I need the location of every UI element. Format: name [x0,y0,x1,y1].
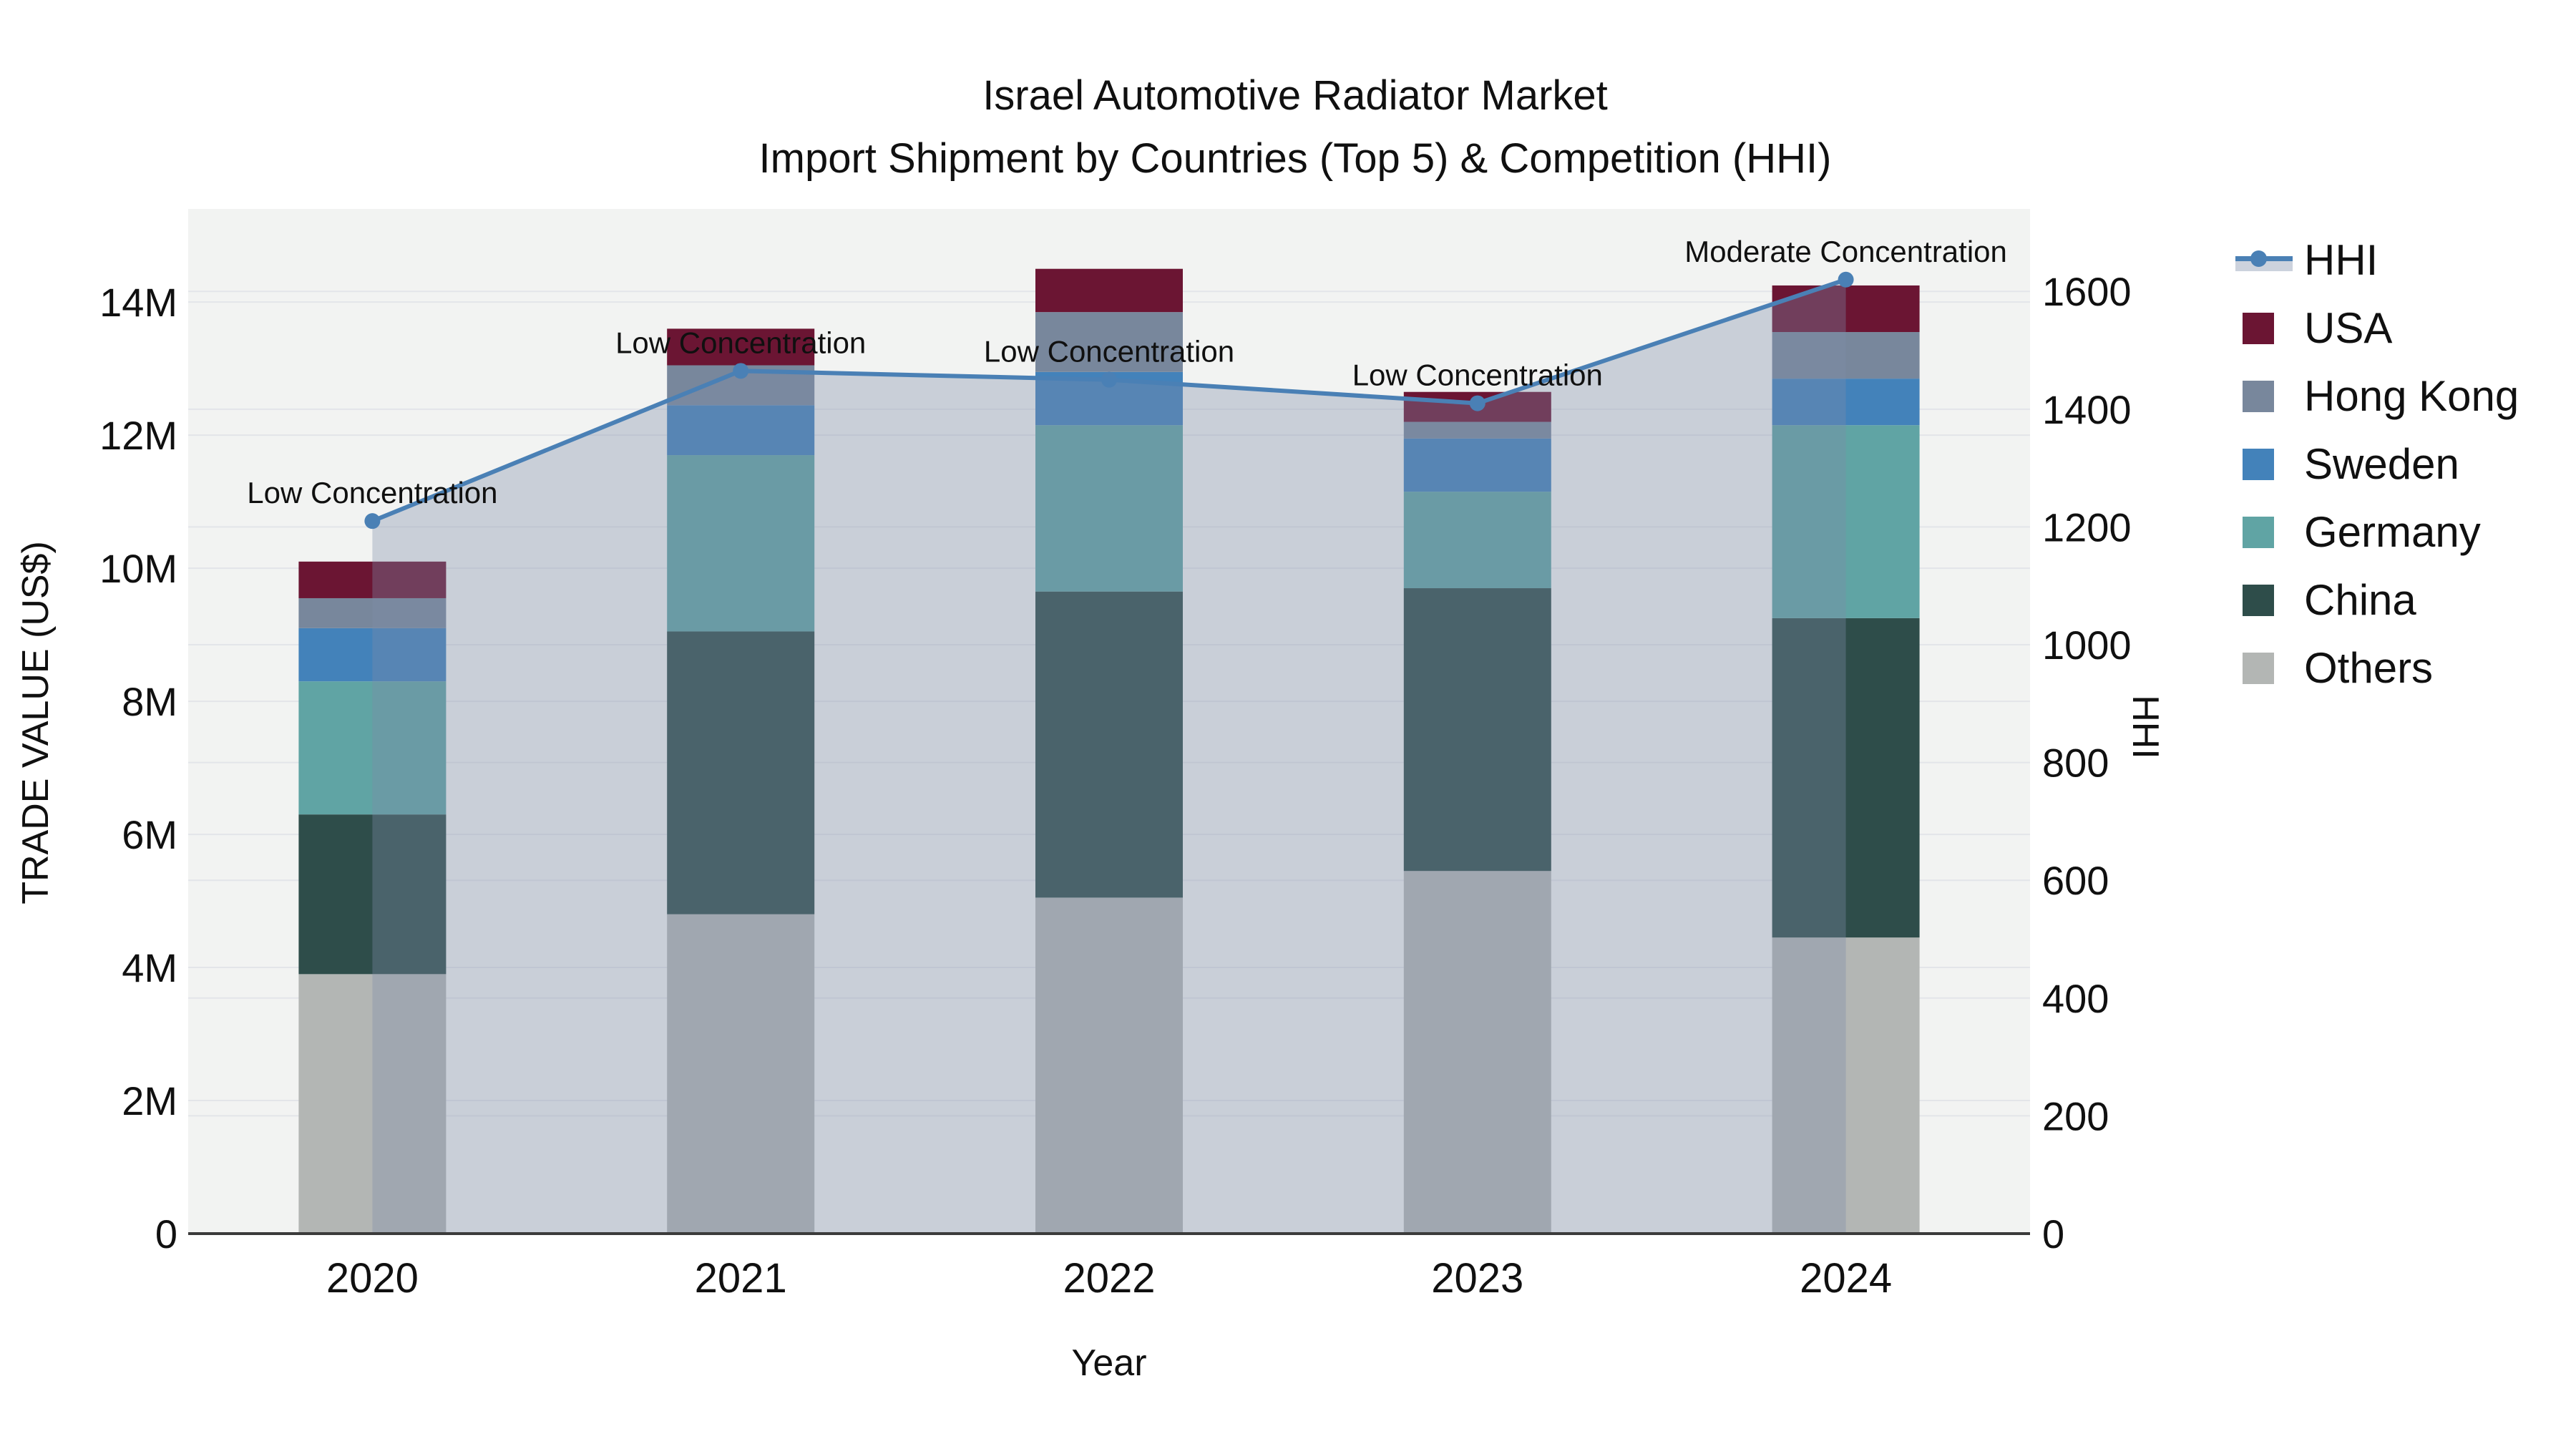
ytick-right-0: 0 [2042,1211,2064,1257]
bar-2021-usa[interactable] [667,328,815,366]
hhi-point-2020[interactable] [364,513,381,530]
ytick-right-1200: 1200 [2042,504,2132,550]
others-color-swatch [2243,652,2274,684]
bar-2021-china[interactable] [667,631,815,914]
ytick-left-14M: 14M [99,280,177,325]
usa-swatch [2235,312,2293,344]
bar-2022-hong-kong[interactable] [1035,312,1183,372]
bar-2023-china[interactable] [1403,588,1551,872]
ytick-left-10M: 10M [99,546,177,591]
legend-label-sweden: Sweden [2304,440,2459,488]
y-axis-title-left: TRADE VALUE (US$) [15,541,57,904]
legend-label-china: China [2304,576,2416,624]
annotation-2020: Low Concentration [247,476,497,509]
annotation-2021: Low Concentration [615,326,866,359]
hhi-marker-sample [2250,250,2267,267]
bar-2022-others[interactable] [1035,897,1183,1234]
bar-2024-china[interactable] [1772,618,1920,938]
ytick-left-0: 0 [155,1211,177,1257]
ytick-right-800: 800 [2042,741,2109,786]
legend-label-others: Others [2304,644,2434,692]
ytick-left-2M: 2M [122,1078,177,1123]
y-axis-title-right: HHI [2124,695,2166,759]
legend-label-germany: Germany [2304,508,2481,556]
hhi-point-2023[interactable] [1469,395,1485,411]
bar-2023-others[interactable] [1403,871,1551,1234]
ytick-left-12M: 12M [99,413,177,458]
bar-2020-germany[interactable] [298,681,447,815]
bar-2020-hong-kong[interactable] [298,597,447,628]
legend-item-hhi[interactable]: HHI [2235,226,2519,294]
bar-2020-usa[interactable] [298,561,447,598]
hhi-point-2021[interactable] [733,363,749,379]
ytick-right-400: 400 [2042,976,2109,1021]
xtick-2023: 2023 [1431,1255,1523,1302]
hong-kong-swatch [2235,380,2293,412]
bar-2020-sweden[interactable] [298,628,447,682]
legend-label-hhi: HHI [2304,236,2379,284]
germany-swatch [2235,516,2293,548]
bar-2021-others[interactable] [667,914,815,1234]
others-swatch [2235,652,2293,684]
xtick-2021: 2021 [695,1255,787,1302]
ytick-left-6M: 6M [122,812,177,857]
china-swatch [2235,584,2293,616]
legend-label-usa: USA [2304,304,2393,352]
bar-2021-sweden[interactable] [667,405,815,456]
legend-item-china[interactable]: China [2235,566,2519,634]
bar-2024-others[interactable] [1772,937,1920,1234]
bar-2023-sweden[interactable] [1403,438,1551,492]
ytick-left-8M: 8M [122,679,177,724]
legend-item-sweden[interactable]: Sweden [2235,430,2519,498]
bar-2023-germany[interactable] [1403,492,1551,589]
legend-item-usa[interactable]: USA [2235,294,2519,362]
bar-2022-germany[interactable] [1035,425,1183,592]
usa-color-swatch [2243,312,2274,344]
xtick-2022: 2022 [1063,1255,1155,1302]
hong-kong-color-swatch [2243,380,2274,412]
xtick-2020: 2020 [326,1255,419,1302]
legend-label-hong-kong: Hong Kong [2304,372,2519,420]
hhi-area-fill [372,279,1846,1234]
x-axis-title: Year [1071,1342,1147,1384]
bar-2024-usa[interactable] [1772,285,1920,333]
legend-item-hong-kong[interactable]: Hong Kong [2235,362,2519,430]
annotation-2023: Low Concentration [1352,358,1603,392]
bar-2022-china[interactable] [1035,591,1183,898]
ytick-right-1400: 1400 [2042,387,2132,432]
bar-2020-others[interactable] [298,974,447,1234]
chart-subtitle: Import Shipment by Countries (Top 5) & C… [758,135,1832,182]
bar-2020-china[interactable] [298,814,447,975]
hhi-point-2024[interactable] [1838,271,1854,288]
chart-title: Israel Automotive Radiator Market [982,72,1608,119]
legend-item-germany[interactable]: Germany [2235,498,2519,566]
china-color-swatch [2243,584,2274,616]
ytick-right-1600: 1600 [2042,269,2132,314]
xtick-2024: 2024 [1800,1255,1892,1302]
bar-2022-usa[interactable] [1035,268,1183,313]
hhi-point-2022[interactable] [1101,371,1117,388]
sweden-color-swatch [2243,448,2274,480]
bar-2023-hong-kong[interactable] [1403,421,1551,439]
annotation-2022: Low Concentration [984,335,1234,369]
bar-2024-sweden[interactable] [1772,379,1920,426]
ytick-left-4M: 4M [122,945,177,990]
germany-color-swatch [2243,516,2274,548]
bar-2024-hong-kong[interactable] [1772,332,1920,379]
legend-item-others[interactable]: Others [2235,634,2519,702]
sweden-swatch [2235,448,2293,480]
legend: HHI USA Hong Kong Sweden Germany China Others [2235,226,2519,702]
bar-2021-germany[interactable] [667,455,815,632]
ytick-right-1000: 1000 [2042,623,2132,668]
ytick-right-200: 200 [2042,1093,2109,1138]
annotation-2024: Moderate Concentration [1684,235,2007,268]
bar-2024-germany[interactable] [1772,425,1920,618]
hhi-fill-sample [2235,259,2293,271]
hhi-line-sample [2235,245,2293,276]
ytick-right-600: 600 [2042,858,2109,903]
